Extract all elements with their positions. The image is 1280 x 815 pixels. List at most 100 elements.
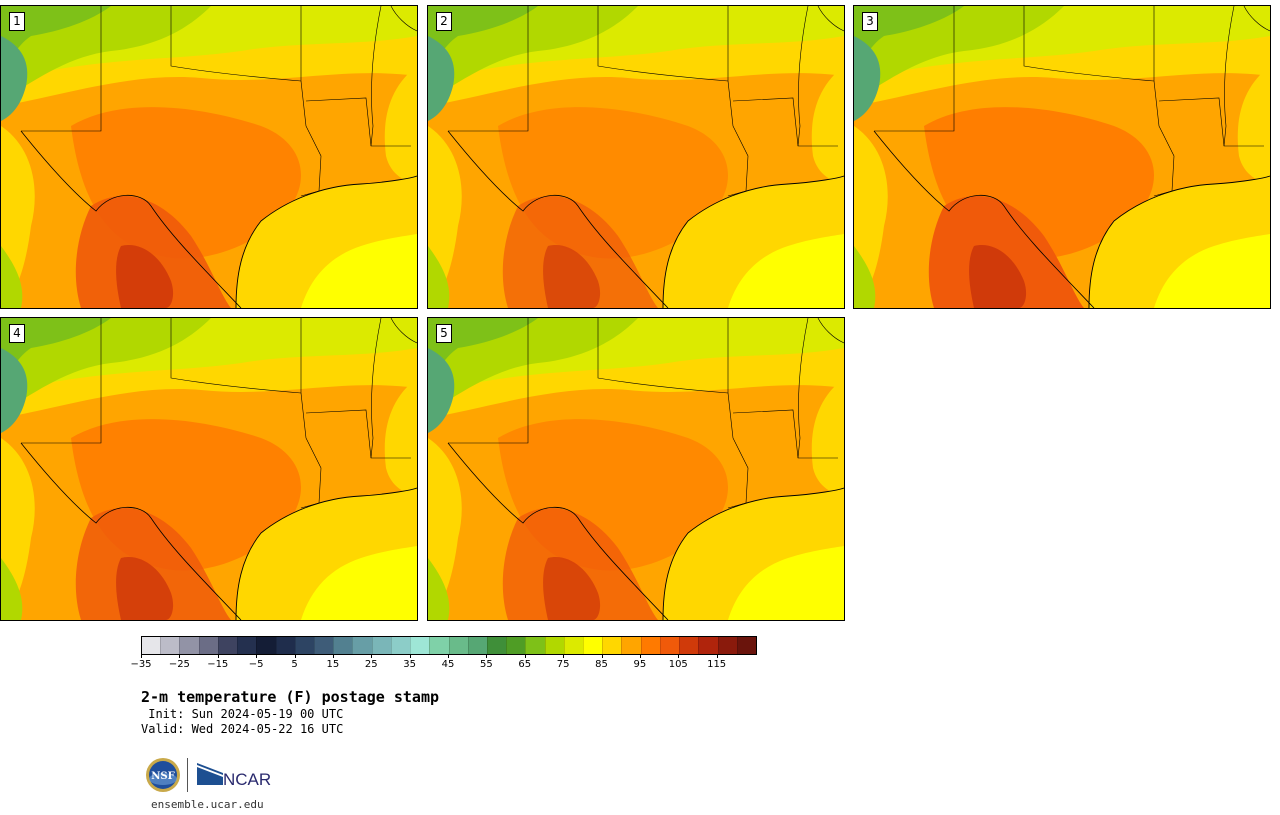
colorbar-tick-label: 95 <box>633 659 647 670</box>
colorbar-segment <box>313 637 334 654</box>
us-mexico-border <box>20 442 242 620</box>
east-region <box>384 66 417 186</box>
extreme-region <box>543 557 601 620</box>
colorbar-segment <box>659 637 680 654</box>
colorbar-segment <box>621 637 641 654</box>
map-panel-4: 4 <box>0 317 418 621</box>
map-panel-5: 5 <box>427 317 845 621</box>
colorbar-tick-label: 75 <box>556 659 570 670</box>
temperature-map <box>428 318 844 620</box>
panel-number-label: 1 <box>9 12 25 31</box>
colorbar-tick-label: 5 <box>291 659 298 670</box>
gulf-offshore <box>301 546 417 620</box>
state-border <box>305 97 411 147</box>
map-panel-3: 3 <box>853 5 1271 309</box>
mountain-cool <box>854 36 881 121</box>
state-border <box>817 318 844 344</box>
colorbar-tick-label: 15 <box>326 659 340 670</box>
colorbar-tick <box>332 654 334 658</box>
colorbar-tick-label: −5 <box>248 659 264 670</box>
colorbar-segment <box>142 637 161 654</box>
gulf-offshore <box>728 234 844 308</box>
state-border <box>1243 6 1270 32</box>
extreme-region <box>116 557 174 620</box>
coastline <box>662 175 844 308</box>
colorbar-tick <box>486 654 488 658</box>
state-border <box>390 318 417 344</box>
temperature-colorbar <box>141 636 757 655</box>
panel-number-label: 2 <box>436 12 452 31</box>
temperature-map <box>1 6 417 308</box>
state-border <box>1223 6 1235 147</box>
cool-region <box>854 6 964 76</box>
hottest-region <box>75 508 231 620</box>
temperature-map <box>1 318 417 620</box>
colorbar-ticks: −35 −25 −15 −5 5 15 25 35 45 55 65 75 85 95 105 115 <box>130 654 757 674</box>
colorbar-segment <box>736 637 756 654</box>
cool-region <box>428 318 538 388</box>
east-region <box>384 378 417 498</box>
nsf-logo: NSF <box>146 758 180 792</box>
east-region <box>811 378 844 498</box>
ncar-logo: NCAR <box>197 763 271 789</box>
hottest-region <box>502 196 658 308</box>
panel-number-label: 3 <box>862 12 878 31</box>
colorbar-tick <box>678 654 680 658</box>
colorbar-tick-label: −15 <box>207 659 229 670</box>
colorbar-segment <box>467 637 487 654</box>
us-mexico-border <box>447 130 669 308</box>
colorbar-segment <box>583 637 603 654</box>
us-mexico-border <box>447 442 669 620</box>
colorbar-segment <box>506 637 526 654</box>
state-border <box>170 318 302 394</box>
ncar-logo-text: NCAR <box>223 770 271 789</box>
gulf-offshore <box>301 234 417 308</box>
coastline <box>1088 175 1270 308</box>
colorbar-tick <box>409 654 411 658</box>
state-border <box>448 318 529 444</box>
hottest-region <box>502 508 658 620</box>
mountain-cool <box>428 36 455 121</box>
state-border <box>21 318 102 444</box>
colorbar-tick <box>256 654 258 658</box>
state-border <box>797 6 809 147</box>
colorbar-segment <box>525 637 545 654</box>
state-border <box>732 97 838 147</box>
colorbar-tick-label: 45 <box>441 659 455 670</box>
temperature-map <box>428 6 844 308</box>
panel-number-label: 4 <box>9 324 25 343</box>
gulf-offshore <box>728 546 844 620</box>
state-border <box>448 6 529 132</box>
state-border <box>1023 6 1155 82</box>
colorbar-tick-label: −25 <box>168 659 190 670</box>
panel-number-label: 5 <box>436 324 452 343</box>
state-border <box>817 6 844 32</box>
coastline <box>235 175 417 308</box>
extreme-region <box>969 245 1027 308</box>
us-mexico-border <box>20 130 242 308</box>
colorbar-segment <box>371 637 391 654</box>
state-border <box>597 318 729 394</box>
colorbar-segment <box>390 637 411 654</box>
logos: NSF NCAR <box>145 757 275 793</box>
colorbar-segment <box>198 637 218 654</box>
east-region <box>811 66 844 186</box>
mountain-cool <box>428 348 455 433</box>
map-panel-2: 2 <box>427 5 845 309</box>
colorbar-segment <box>429 637 449 654</box>
colorbar-tick <box>563 654 565 658</box>
desert-edge <box>428 246 450 308</box>
colorbar-tick <box>141 654 142 658</box>
coastline <box>662 487 844 620</box>
colorbar-tick-label: −35 <box>130 659 152 670</box>
colorbar-tick <box>448 654 449 658</box>
coastline <box>235 487 417 620</box>
state-border <box>21 6 102 132</box>
colorbar-tick <box>371 654 373 658</box>
colorbar-segment <box>602 637 622 654</box>
colorbar-tick-label: 105 <box>668 659 688 670</box>
colorbar-tick <box>179 654 181 658</box>
desert-edge <box>1 558 23 620</box>
colorbar-tick-label: 115 <box>707 659 727 670</box>
colorbar-tick-label: 35 <box>403 659 416 670</box>
